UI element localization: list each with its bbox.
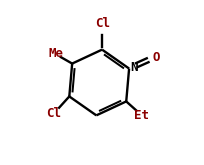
- Text: N: N: [130, 61, 137, 74]
- Text: O: O: [152, 51, 160, 64]
- Text: Cl: Cl: [94, 17, 109, 30]
- Text: Me: Me: [49, 47, 64, 60]
- Text: Et: Et: [134, 109, 149, 122]
- Text: Cl: Cl: [46, 107, 61, 120]
